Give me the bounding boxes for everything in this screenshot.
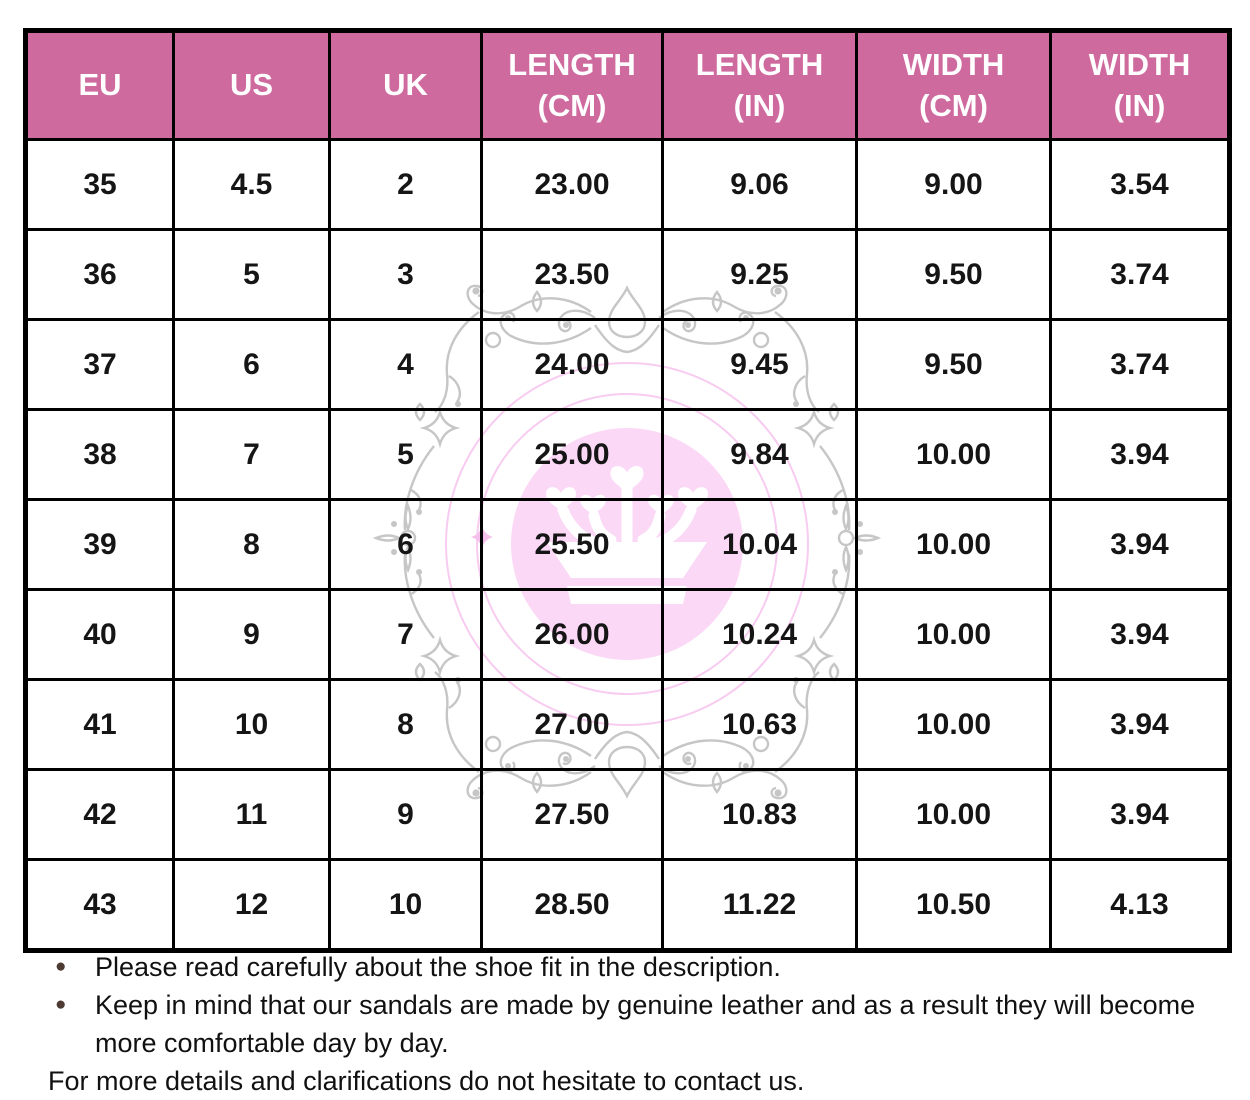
table-cell: 10.50: [855, 858, 1052, 952]
table-cell: 3.94: [1049, 768, 1231, 861]
table-cell: 3.94: [1049, 498, 1231, 591]
table-cell: 10.00: [855, 768, 1052, 861]
table-cell: 9.50: [855, 228, 1052, 321]
table-cell: 9.00: [855, 138, 1052, 231]
table-cell: 11.22: [661, 858, 858, 952]
table-cell: 9: [328, 768, 483, 861]
table-row: 42 11 9 27.50 10.83 10.00 3.94: [24, 768, 1231, 861]
table-cell: 2: [328, 138, 483, 231]
table-cell: 10.00: [855, 498, 1052, 591]
table-cell: 24.00: [480, 318, 664, 411]
table-cell: 10.83: [661, 768, 858, 861]
table-cell: 3.94: [1049, 678, 1231, 771]
table-cell: 3.94: [1049, 408, 1231, 501]
table-cell: 12: [172, 858, 331, 952]
table-cell: 23.50: [480, 228, 664, 321]
header-length-cm: LENGTH (CM): [480, 29, 664, 141]
table-cell: 43: [24, 858, 175, 952]
table-cell: 11: [172, 768, 331, 861]
table-row: 36 5 3 23.50 9.25 9.50 3.74: [24, 228, 1231, 321]
table-cell: 4: [328, 318, 483, 411]
bullet-icon: ●: [55, 956, 67, 977]
header-eu: EU: [24, 29, 175, 141]
table-cell: 9.25: [661, 228, 858, 321]
table-cell: 10.00: [855, 588, 1052, 681]
table-cell: 27.00: [480, 678, 664, 771]
table-cell: 39: [24, 498, 175, 591]
table-cell: 3.54: [1049, 138, 1231, 231]
table-row: 43 12 10 28.50 11.22 10.50 4.13: [24, 858, 1231, 952]
table-cell: 6: [172, 318, 331, 411]
footer-note: For more details and clarifications do n…: [48, 1066, 805, 1096]
table-cell: 9.45: [661, 318, 858, 411]
table-cell: 10.00: [855, 408, 1052, 501]
header-length-in: LENGTH (IN): [661, 29, 858, 141]
header-row: EU US UK LENGTH (CM) LENGTH (IN) WIDTH (…: [24, 29, 1231, 141]
table-cell: 10: [328, 858, 483, 952]
table-cell: 6: [328, 498, 483, 591]
note-text: Keep in mind that our sandals are made b…: [95, 990, 1196, 1058]
table-cell: 38: [24, 408, 175, 501]
table-cell: 25.50: [480, 498, 664, 591]
table-cell: 4.5: [172, 138, 331, 231]
table-cell: 27.50: [480, 768, 664, 861]
table-row: 37 6 4 24.00 9.45 9.50 3.74: [24, 318, 1231, 411]
table-row: 41 10 8 27.00 10.63 10.00 3.94: [24, 678, 1231, 771]
table-row: 40 9 7 26.00 10.24 10.00 3.94: [24, 588, 1231, 681]
table-row: 38 7 5 25.00 9.84 10.00 3.94: [24, 408, 1231, 501]
table-cell: 35: [24, 138, 175, 231]
table-row: 39 8 6 25.50 10.04 10.00 3.94: [24, 498, 1231, 591]
notes-section: ● Please read carefully about the shoe f…: [48, 948, 1216, 1100]
table-cell: 9.84: [661, 408, 858, 501]
table-cell: 36: [24, 228, 175, 321]
header-us: US: [172, 29, 331, 141]
size-chart-table: EU US UK LENGTH (CM) LENGTH (IN) WIDTH (…: [23, 28, 1232, 953]
table-cell: 10: [172, 678, 331, 771]
header-width-cm: WIDTH (CM): [855, 29, 1052, 141]
table-cell: 7: [172, 408, 331, 501]
table-cell: 10.63: [661, 678, 858, 771]
table-cell: 10.04: [661, 498, 858, 591]
table-cell: 5: [328, 408, 483, 501]
table-cell: 37: [24, 318, 175, 411]
table-row: 35 4.5 2 23.00 9.06 9.00 3.54: [24, 138, 1231, 231]
header-width-in: WIDTH (IN): [1049, 29, 1231, 141]
bullet-icon: ●: [55, 994, 67, 1015]
table-cell: 3.94: [1049, 588, 1231, 681]
table-cell: 3.74: [1049, 228, 1231, 321]
table-cell: 9.06: [661, 138, 858, 231]
table-cell: 25.00: [480, 408, 664, 501]
table-cell: 10.00: [855, 678, 1052, 771]
table-cell: 8: [172, 498, 331, 591]
table-cell: 42: [24, 768, 175, 861]
size-table-body: 35 4.5 2 23.00 9.06 9.00 3.54 36 5 3 23.50 9.25 9.50…: [24, 138, 1231, 952]
header-uk: UK: [328, 29, 483, 141]
table-cell: 7: [328, 588, 483, 681]
table-cell: 8: [328, 678, 483, 771]
table-cell: 28.50: [480, 858, 664, 952]
table-cell: 9.50: [855, 318, 1052, 411]
table-cell: 40: [24, 588, 175, 681]
table-cell: 23.00: [480, 138, 664, 231]
table-cell: 3: [328, 228, 483, 321]
table-cell: 4.13: [1049, 858, 1231, 952]
table-cell: 41: [24, 678, 175, 771]
table-cell: 10.24: [661, 588, 858, 681]
table-cell: 9: [172, 588, 331, 681]
table-cell: 5: [172, 228, 331, 321]
table-cell: 26.00: [480, 588, 664, 681]
table-cell: 3.74: [1049, 318, 1231, 411]
note-text: Please read carefully about the shoe fit…: [95, 952, 781, 982]
note-item: ● Keep in mind that our sandals are made…: [48, 986, 1216, 1062]
note-item: ● Please read carefully about the shoe f…: [48, 948, 1216, 986]
